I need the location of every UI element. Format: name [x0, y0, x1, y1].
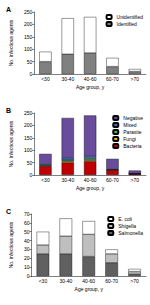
svg-text:No. infectious agents: No. infectious agents: [8, 120, 14, 167]
svg-text:60-70: 60-70: [106, 177, 119, 183]
svg-text:Age group, y: Age group, y: [75, 286, 104, 292]
svg-text:30-40: 30-40: [61, 177, 74, 183]
svg-text:40: 40: [24, 238, 30, 244]
svg-text:60-70: 60-70: [106, 76, 119, 82]
svg-text:Shigella: Shigella: [118, 223, 136, 229]
svg-text:0: 0: [29, 71, 32, 77]
svg-text:0: 0: [29, 172, 32, 178]
svg-text:50: 50: [27, 59, 33, 65]
svg-text:60-70: 60-70: [105, 278, 118, 284]
svg-text:0: 0: [27, 273, 30, 279]
svg-text:>70: >70: [130, 278, 139, 284]
svg-text:A: A: [6, 6, 11, 13]
svg-text:B: B: [6, 107, 11, 114]
svg-text:>70: >70: [131, 177, 140, 183]
svg-text:>70: >70: [131, 76, 140, 82]
svg-text:40-60: 40-60: [84, 76, 97, 82]
svg-text:250: 250: [24, 110, 33, 116]
svg-text:30-40: 30-40: [59, 278, 72, 284]
svg-text:Mixed: Mixed: [123, 122, 137, 128]
svg-text:250: 250: [24, 9, 33, 15]
svg-text:Parasite: Parasite: [123, 129, 142, 135]
svg-text:Fungi: Fungi: [123, 136, 136, 142]
svg-text:200: 200: [24, 122, 33, 128]
svg-text:E. coli: E. coli: [118, 216, 132, 222]
svg-text:70: 70: [24, 211, 30, 217]
svg-text:Negative: Negative: [123, 115, 143, 121]
svg-text:150: 150: [24, 34, 33, 40]
svg-text:No. infectious agents: No. infectious agents: [8, 221, 14, 268]
svg-text:Unidentified: Unidentified: [117, 14, 144, 20]
svg-text:60: 60: [24, 220, 30, 226]
svg-text:<30: <30: [39, 278, 48, 284]
svg-text:50: 50: [24, 229, 30, 235]
svg-text:<30: <30: [41, 76, 50, 82]
svg-text:10: 10: [24, 264, 30, 270]
svg-text:150: 150: [24, 135, 33, 141]
svg-text:Age group, y: Age group, y: [76, 185, 105, 191]
svg-text:C: C: [6, 208, 11, 215]
svg-text:30-40: 30-40: [61, 76, 74, 82]
svg-text:100: 100: [24, 46, 33, 52]
svg-text:Salmonella: Salmonella: [118, 230, 143, 236]
svg-text:20: 20: [24, 255, 30, 261]
svg-text:30: 30: [24, 246, 30, 252]
svg-text:Age group, y: Age group, y: [76, 84, 105, 90]
svg-text:200: 200: [24, 21, 33, 27]
svg-text:No. infectious agents: No. infectious agents: [8, 19, 14, 66]
svg-text:<30: <30: [41, 177, 50, 183]
svg-text:40-60: 40-60: [82, 278, 95, 284]
svg-text:40-60: 40-60: [84, 177, 97, 183]
svg-text:Bacteria: Bacteria: [123, 143, 142, 149]
svg-text:100: 100: [24, 147, 33, 153]
svg-text:50: 50: [27, 160, 33, 166]
svg-text:Identified: Identified: [117, 21, 138, 27]
